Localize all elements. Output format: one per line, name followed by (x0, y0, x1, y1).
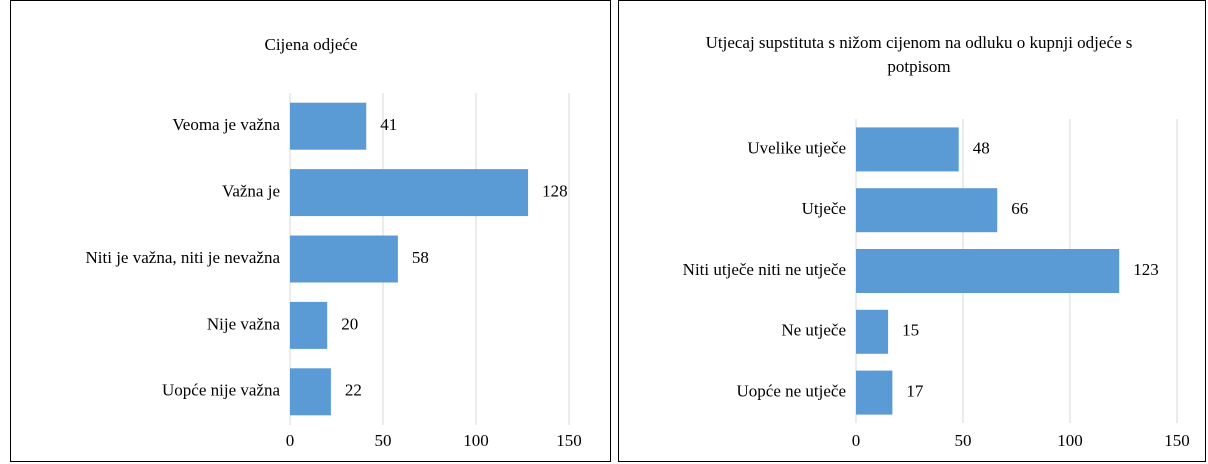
chart-title: Cijena odjeće (264, 35, 358, 54)
data-label: 15 (902, 321, 919, 340)
bar (290, 102, 367, 150)
y-tick-label: Uopće nije važna (162, 381, 280, 400)
y-tick-label: Uvelike utječe (747, 138, 846, 157)
chart-panel: Utjecaj supstituta s nižom cijenom na od… (618, 0, 1206, 462)
bar (290, 235, 398, 283)
bar (856, 249, 1120, 293)
x-tick-label: 50 (955, 431, 972, 450)
y-tick-label: Uopće ne utječe (737, 382, 847, 401)
data-label: 22 (345, 381, 362, 400)
data-label: 17 (906, 382, 924, 401)
data-label: 123 (1133, 260, 1159, 279)
x-tick-label: 50 (375, 431, 392, 450)
x-tick-label: 100 (1057, 431, 1083, 450)
bar (856, 309, 889, 354)
bar (856, 127, 959, 172)
bar (856, 370, 893, 415)
chart-title: Utjecaj supstituta s nižom cijenom na od… (705, 33, 1133, 76)
x-tick-label: 0 (852, 431, 861, 450)
chart-panel: Cijena odjeće 0 50 100 150 Veoma je važna 41 V… (10, 0, 611, 462)
data-label: 58 (412, 248, 429, 267)
data-label: 66 (1011, 199, 1028, 218)
bar (290, 368, 331, 416)
y-tick-label: Utječe (802, 199, 846, 218)
chart: 0 50 100 150 Veoma je važna 41 Važna je 128 Niti… (86, 93, 582, 450)
y-tick-label: Niti je važna, niti je nevažna (86, 248, 281, 267)
x-tick-label: 0 (286, 431, 295, 450)
y-tick-label: Veoma je važna (172, 115, 280, 134)
data-label: 20 (341, 314, 358, 333)
bar (856, 188, 998, 233)
x-tick-label: 150 (556, 431, 582, 450)
bar (290, 169, 529, 217)
data-label: 41 (380, 115, 397, 134)
y-tick-label: Važna je (222, 182, 280, 201)
y-tick-label: Nije važna (207, 314, 281, 333)
data-label: 48 (973, 138, 990, 157)
bar (290, 301, 328, 349)
chart: 0 50 100 150 Uvelike utječe 48 Utječe 66 Niti ut… (683, 119, 1190, 450)
y-tick-label: Niti utječe niti ne utječe (683, 260, 846, 279)
x-tick-label: 100 (463, 431, 489, 450)
data-label: 128 (542, 182, 568, 201)
y-tick-label: Ne utječe (781, 321, 846, 340)
x-tick-label: 150 (1164, 431, 1190, 450)
